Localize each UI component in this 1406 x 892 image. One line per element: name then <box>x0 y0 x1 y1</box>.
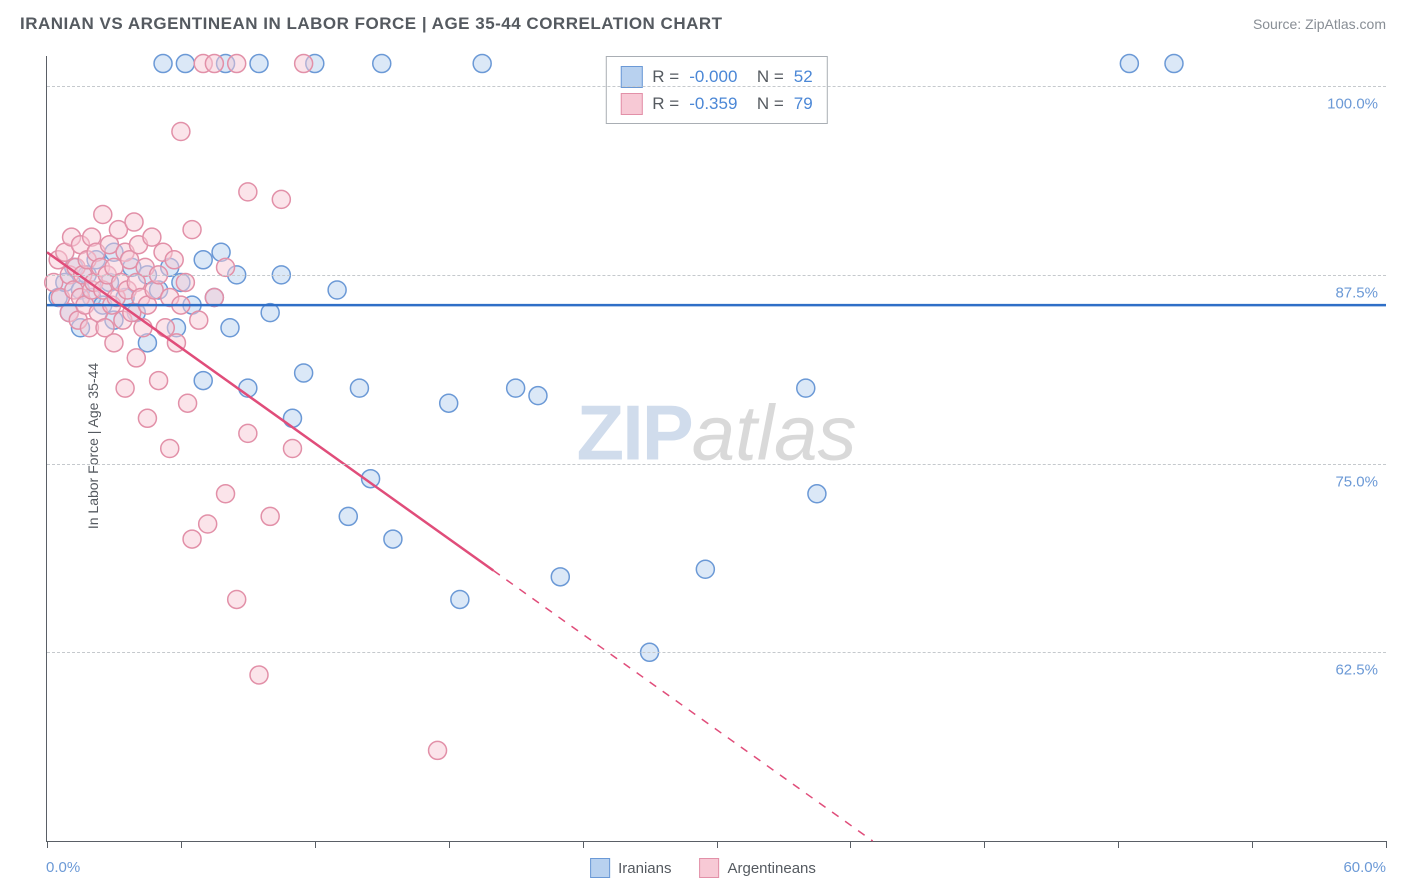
data-point <box>551 568 569 586</box>
y-tick-label: 100.0% <box>1327 96 1378 113</box>
data-point <box>339 507 357 525</box>
data-point <box>473 55 491 73</box>
data-point <box>797 379 815 397</box>
bottom-legend: Iranians Argentineans <box>590 858 816 878</box>
data-point <box>176 273 194 291</box>
stats-n-label: N = <box>747 90 783 117</box>
data-point <box>440 394 458 412</box>
y-tick-label: 75.0% <box>1335 473 1378 490</box>
x-tick <box>1386 841 1387 848</box>
data-point <box>373 55 391 73</box>
data-point <box>154 55 172 73</box>
data-point <box>143 228 161 246</box>
scatter-svg <box>47 56 1386 841</box>
gridline <box>47 275 1386 276</box>
data-point <box>328 281 346 299</box>
y-tick-label: 87.5% <box>1335 284 1378 301</box>
data-point <box>808 485 826 503</box>
stats-r-value: -0.359 <box>689 90 737 117</box>
data-point <box>429 741 447 759</box>
data-point <box>172 122 190 140</box>
data-point <box>221 319 239 337</box>
legend-item: Argentineans <box>699 858 815 878</box>
data-point <box>156 319 174 337</box>
data-point <box>183 221 201 239</box>
data-point <box>125 213 143 231</box>
gridline <box>47 652 1386 653</box>
data-point <box>272 190 290 208</box>
data-point <box>1120 55 1138 73</box>
legend-label: Argentineans <box>727 860 815 877</box>
x-tick <box>181 841 182 848</box>
legend-swatch <box>590 858 610 878</box>
data-point <box>138 409 156 427</box>
data-point <box>194 251 212 269</box>
data-point <box>239 183 257 201</box>
data-point <box>1165 55 1183 73</box>
data-point <box>179 394 197 412</box>
data-point <box>451 590 469 608</box>
x-tick <box>1118 841 1119 848</box>
stats-r-label: R = <box>652 90 679 117</box>
stats-n-value: 79 <box>794 90 813 117</box>
x-tick <box>850 841 851 848</box>
data-point <box>190 311 208 329</box>
x-tick <box>984 841 985 848</box>
x-tick <box>1252 841 1253 848</box>
legend-label: Iranians <box>618 860 671 877</box>
gridline <box>47 464 1386 465</box>
data-point <box>161 440 179 458</box>
data-point <box>194 372 212 390</box>
data-point <box>116 379 134 397</box>
x-axis-min-label: 0.0% <box>46 859 80 876</box>
data-point <box>205 55 223 73</box>
y-tick-label: 62.5% <box>1335 662 1378 679</box>
data-point <box>529 387 547 405</box>
data-point <box>507 379 525 397</box>
data-point <box>283 440 301 458</box>
x-tick <box>47 841 48 848</box>
x-tick <box>315 841 316 848</box>
data-point <box>127 349 145 367</box>
data-point <box>150 372 168 390</box>
data-point <box>183 530 201 548</box>
data-point <box>384 530 402 548</box>
data-point <box>94 206 112 224</box>
data-point <box>350 379 368 397</box>
data-point <box>228 590 246 608</box>
data-point <box>696 560 714 578</box>
data-point <box>228 55 246 73</box>
stats-swatch <box>620 66 642 88</box>
chart-title: IRANIAN VS ARGENTINEAN IN LABOR FORCE | … <box>20 14 723 34</box>
legend-swatch <box>699 858 719 878</box>
data-point <box>261 507 279 525</box>
x-tick <box>717 841 718 848</box>
chart-plot-area: ZIPatlas R = -0.000 N = 52 R = -0.359 N … <box>46 56 1386 842</box>
x-tick <box>449 841 450 848</box>
legend-item: Iranians <box>590 858 671 878</box>
x-tick <box>583 841 584 848</box>
data-point <box>250 55 268 73</box>
stats-legend: R = -0.000 N = 52 R = -0.359 N = 79 <box>605 56 827 124</box>
stats-swatch <box>620 93 642 115</box>
data-point <box>217 485 235 503</box>
regression-line-dashed <box>493 570 872 841</box>
data-point <box>105 334 123 352</box>
data-point <box>165 251 183 269</box>
data-point <box>199 515 217 533</box>
data-point <box>239 424 257 442</box>
data-point <box>295 55 313 73</box>
source-label: Source: ZipAtlas.com <box>1253 16 1386 32</box>
data-point <box>250 666 268 684</box>
data-point <box>295 364 313 382</box>
stats-row: R = -0.359 N = 79 <box>620 90 812 117</box>
x-axis-max-label: 60.0% <box>1343 859 1386 876</box>
gridline <box>47 86 1386 87</box>
data-point <box>176 55 194 73</box>
data-point <box>283 409 301 427</box>
data-point <box>217 258 235 276</box>
